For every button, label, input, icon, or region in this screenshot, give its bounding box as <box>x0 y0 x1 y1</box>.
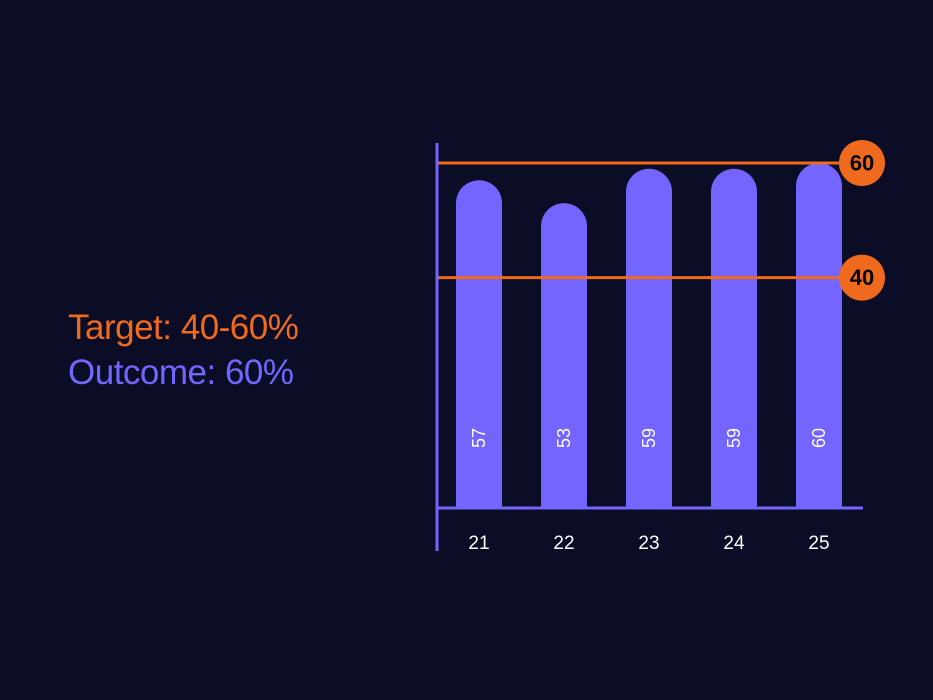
axes-layer <box>435 143 863 551</box>
outcome-label: Outcome: 60% <box>68 353 294 392</box>
bar-22 <box>541 203 587 507</box>
bar-value-label: 53 <box>554 428 574 448</box>
x-tick-label: 24 <box>723 533 745 554</box>
bar-value-label: 59 <box>639 428 659 448</box>
x-tick-labels-layer: 21 22 23 24 25 <box>468 533 829 554</box>
bar-value-label: 59 <box>724 428 744 448</box>
bar-21 <box>456 180 502 507</box>
x-tick-label: 21 <box>468 533 489 554</box>
reference-lines-layer: 60 40 <box>437 140 885 301</box>
x-tick-label: 22 <box>553 533 574 554</box>
x-tick-label: 25 <box>808 533 829 554</box>
target-range-label: Target: 40-60% <box>68 308 299 347</box>
bar-value-label: 57 <box>469 428 489 448</box>
bars-layer: 57 53 59 59 60 <box>456 163 842 507</box>
bar-23 <box>626 168 672 507</box>
reference-badge-40 <box>839 254 885 301</box>
bar-24 <box>711 168 757 507</box>
bar-25 <box>796 163 842 507</box>
reference-badge-label: 40 <box>850 265 874 290</box>
bar-value-label: 60 <box>809 428 829 448</box>
reference-badge-label: 60 <box>850 151 874 176</box>
x-tick-label: 23 <box>638 533 659 554</box>
reference-badge-60 <box>839 140 885 186</box>
